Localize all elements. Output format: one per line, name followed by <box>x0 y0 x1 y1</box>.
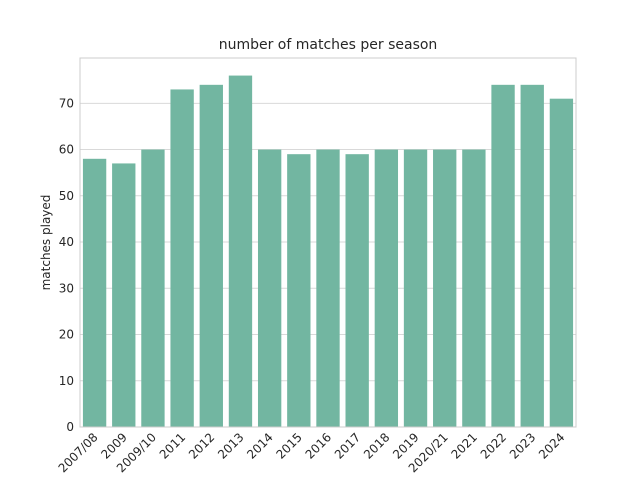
x-tick-label: 2023 <box>507 430 538 461</box>
x-tick-label: 2024 <box>536 430 567 461</box>
x-tick-label: 2014 <box>244 430 275 461</box>
plot-frame <box>79 57 577 428</box>
bar <box>170 89 194 428</box>
bar <box>287 154 311 427</box>
y-tick-label: 50 <box>59 189 74 203</box>
bar <box>257 149 282 427</box>
bar <box>374 149 399 427</box>
x-tick-label: 2021 <box>449 430 480 461</box>
bar <box>316 149 340 427</box>
x-tick-label: 2018 <box>361 430 392 461</box>
y-tick-label: 60 <box>59 143 74 157</box>
x-tick-labels: 2007/0820092009/102011201220132014201520… <box>56 430 568 475</box>
y-tick-label: 0 <box>66 420 74 434</box>
chart-title: number of matches per season <box>219 37 438 53</box>
bar <box>491 84 515 427</box>
bar <box>433 149 457 427</box>
y-tick-label: 40 <box>59 235 74 249</box>
y-tick-labels: 0 10 20 30 40 50 60 70 <box>59 96 74 434</box>
bars <box>82 75 574 428</box>
bar <box>462 149 486 427</box>
y-tick-label: 10 <box>59 374 74 388</box>
x-tick-label: 2013 <box>215 430 246 461</box>
x-tick-label: 2022 <box>478 430 509 461</box>
x-tick-label: 2007/08 <box>56 430 101 475</box>
x-tick-label: 2017 <box>332 430 363 461</box>
x-tick-label: 2011 <box>157 430 188 461</box>
y-tick-label: 20 <box>59 328 74 342</box>
bar <box>199 84 223 427</box>
bar <box>549 98 574 428</box>
bar <box>82 158 107 427</box>
bar <box>228 75 253 428</box>
x-tick-label: 2016 <box>303 430 334 461</box>
y-tick-label: 70 <box>59 96 74 110</box>
bar <box>520 84 544 427</box>
y-tick-label: 30 <box>59 281 74 295</box>
bar <box>403 149 428 427</box>
bar <box>141 149 165 427</box>
bar <box>112 163 136 427</box>
x-tick-label: 2015 <box>273 430 304 461</box>
x-tick-label: 2012 <box>186 430 217 461</box>
bar <box>345 154 369 427</box>
y-axis-label: matches played <box>39 195 53 291</box>
